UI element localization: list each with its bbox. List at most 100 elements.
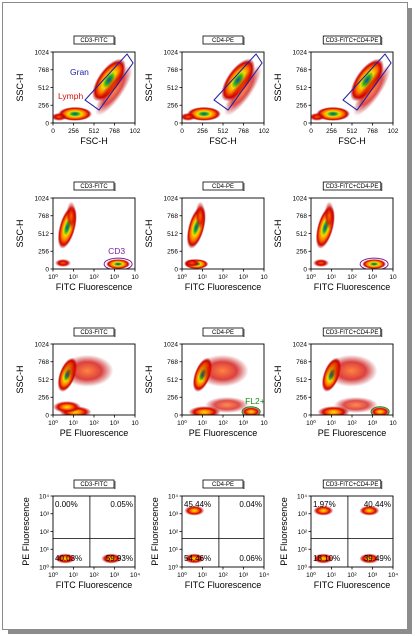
plot-title: CD4-PE: [212, 482, 234, 488]
x-tick-label: 10²: [89, 274, 99, 281]
x-tick-label: 10¹: [198, 274, 208, 281]
x-tick-label: 10⁰: [48, 571, 58, 579]
population-mark: [101, 553, 122, 564]
data-layer: [55, 201, 133, 269]
x-tick-label: 10⁰: [48, 273, 58, 281]
x-tick-label: 10¹: [69, 274, 79, 281]
y-tick-label: 10⁰: [168, 563, 178, 571]
y-tick-label: 768: [296, 67, 307, 74]
frame-shadow-bottom: [8, 629, 412, 634]
x-tick-label: 10⁴: [388, 572, 398, 579]
x-tick-label: 10⁰: [48, 419, 58, 427]
x-tick-label: 10³: [239, 420, 249, 427]
data-layer: [188, 354, 262, 415]
y-tick-label: 0: [174, 266, 178, 273]
x-tick-label: 10²: [347, 420, 357, 427]
x-tick-label: 10³: [110, 420, 120, 427]
population-mark: [184, 505, 205, 516]
population-mark: [182, 112, 197, 121]
quadrant-label-LL: 54.46%: [184, 554, 211, 563]
population-mark: [221, 58, 255, 102]
plot-title-tab-shadow: [243, 329, 245, 337]
data-layer: [55, 553, 122, 564]
x-tick-label: 102: [388, 128, 399, 135]
y-tick-label: 10²: [169, 529, 179, 536]
y-axis-label: SSC-H: [144, 365, 154, 393]
y-tick-label: 512: [38, 85, 49, 92]
population-mark: [53, 112, 68, 121]
gate-outline: [359, 257, 389, 269]
gate-outline: [370, 406, 390, 415]
x-tick-label: 10³: [110, 572, 120, 579]
x-tick-label: 10³: [368, 572, 378, 579]
plot-panel-r1c1: CD4-PE 10⁰ 10¹ 10² 10³ 10 0 256 512 768 1024 FITC F…: [144, 181, 268, 292]
y-tick-label: 10¹: [40, 547, 50, 554]
y-axis-label: PE Fluorescence: [279, 497, 289, 566]
x-tick-label: 10⁰: [306, 419, 316, 427]
y-axis-label: SSC-H: [15, 365, 25, 393]
quadrant-label-LR: 0.06%: [239, 554, 262, 563]
population-mark: [195, 201, 206, 230]
y-axis-label: SSC-H: [273, 73, 283, 101]
y-tick-label: 256: [38, 103, 49, 110]
y-tick-label: 512: [38, 231, 49, 238]
x-tick-label: 10: [389, 274, 397, 281]
y-tick-label: 10⁰: [39, 563, 49, 571]
x-tick-label: 10¹: [327, 274, 337, 281]
x-tick-label: 10¹: [327, 572, 337, 579]
x-tick-label: 10⁰: [177, 419, 187, 427]
population-mark: [311, 112, 326, 121]
population-mark: [324, 201, 335, 230]
y-tick-label: 768: [38, 359, 49, 366]
y-tick-label: 768: [38, 213, 49, 220]
population-mark: [92, 58, 126, 102]
x-tick-label: 10⁰: [177, 571, 187, 579]
plot-title: CD3-FITC+CD4-PE: [326, 482, 379, 488]
population-mark: [313, 553, 334, 564]
y-tick-label: 256: [167, 395, 178, 402]
x-tick-label: 10¹: [69, 420, 79, 427]
gate-outline: [213, 53, 263, 111]
y-tick-label: 512: [296, 231, 307, 238]
y-axis-label: SSC-H: [144, 73, 154, 101]
x-tick-label: 10¹: [198, 572, 208, 579]
y-tick-label: 0: [45, 412, 49, 419]
x-tick-label: 10³: [239, 572, 249, 579]
y-tick-label: 768: [167, 67, 178, 74]
quadrant-label-UR: 0.05%: [110, 500, 133, 509]
x-axis-label: FITC Fluorescence: [56, 282, 133, 292]
x-tick-label: 512: [89, 128, 100, 135]
population-mark: [55, 553, 76, 564]
y-tick-label: 0: [174, 120, 178, 127]
y-tick-label: 256: [296, 395, 307, 402]
x-tick-label: 768: [238, 128, 249, 135]
population-mark: [359, 553, 380, 564]
plot-title-tab-shadow: [114, 329, 116, 337]
frame-shadow-right: [407, 8, 412, 632]
y-axis-label: SSC-H: [273, 219, 283, 247]
x-tick-label: 10²: [89, 572, 99, 579]
plot-title: CD3-FITC+CD4-PE: [326, 330, 379, 336]
x-tick-label: 10⁴: [130, 572, 140, 579]
population-mark: [184, 553, 205, 564]
quadrant-label-LR: 59.93%: [106, 554, 133, 563]
x-tick-label: 10²: [347, 274, 357, 281]
x-tick-label: 768: [367, 128, 378, 135]
y-tick-label: 10⁰: [297, 563, 307, 571]
y-tick-label: 512: [167, 377, 178, 384]
x-tick-label: 10³: [368, 420, 378, 427]
x-tick-label: 256: [68, 128, 79, 135]
plot-title: CD3-FITC: [80, 330, 108, 336]
x-tick-label: 102: [130, 128, 141, 135]
x-tick-label: 10²: [89, 420, 99, 427]
y-tick-label: 10³: [298, 511, 308, 518]
gate-outline: [241, 406, 261, 415]
gate-outline: [103, 257, 133, 269]
x-tick-label: 10³: [368, 274, 378, 281]
x-tick-label: 10¹: [198, 420, 208, 427]
data-layer: [313, 505, 380, 564]
x-tick-label: 10⁰: [306, 571, 316, 579]
x-tick-label: 10²: [218, 572, 228, 579]
y-tick-label: 512: [296, 377, 307, 384]
x-tick-label: 10²: [218, 420, 228, 427]
